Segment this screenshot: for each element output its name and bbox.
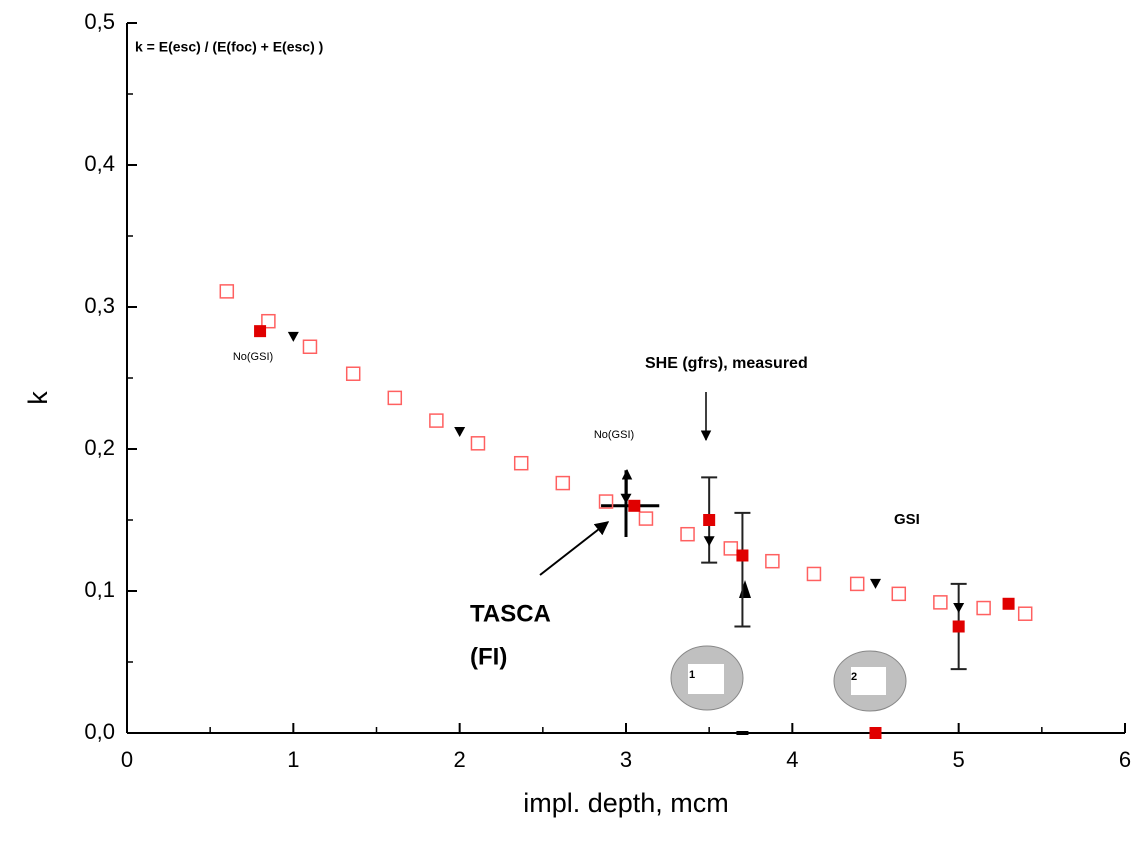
- square-marker: [952, 620, 965, 633]
- x-tick-label: 3: [620, 747, 632, 772]
- y-tick-label: 0,5: [84, 9, 115, 34]
- y-axis-label: k: [23, 391, 53, 405]
- annotation: TASCA: [470, 600, 551, 627]
- x-tick-label: 2: [454, 747, 466, 772]
- open-square-marker: [302, 339, 318, 355]
- open-square-marker: [765, 553, 780, 569]
- open-square-marker: [513, 455, 529, 471]
- square-marker: [628, 499, 641, 512]
- annotation: No(GSI): [233, 351, 273, 363]
- x-tick-label: 6: [1119, 747, 1131, 772]
- open-square-marker: [1017, 606, 1033, 621]
- open-square-marker: [976, 600, 991, 616]
- open-square-marker: [387, 390, 403, 406]
- triangle-marker: [953, 603, 965, 614]
- square-marker: [736, 549, 749, 562]
- open-square-marker: [891, 586, 907, 602]
- x-tick-label: 1: [287, 747, 299, 772]
- error-bar: [734, 511, 751, 628]
- open-square-marker: [219, 284, 235, 299]
- triangle-marker: [620, 493, 632, 504]
- y-tick-label: 0,4: [84, 151, 115, 176]
- y-tick-label: 0,0: [84, 719, 115, 744]
- open-square-marker: [723, 541, 739, 556]
- triangle-marker: [454, 426, 466, 437]
- square-marker: [869, 727, 882, 739]
- annotation: (FI): [470, 643, 507, 670]
- square-marker: [1002, 597, 1015, 610]
- square-marker: [254, 325, 267, 338]
- annotation: No(GSI): [594, 429, 634, 441]
- annotation: GSI: [894, 511, 920, 528]
- inset-box: [688, 664, 724, 694]
- x-tick-label: 5: [953, 747, 965, 772]
- x-tick-label: 0: [121, 747, 133, 772]
- open-square-marker: [680, 526, 695, 542]
- open-square-marker: [638, 511, 654, 526]
- square-marker: [703, 514, 716, 526]
- open-square-marker: [806, 566, 822, 582]
- open-square-marker: [598, 494, 614, 509]
- dash-marker: [736, 731, 749, 735]
- triangle-marker: [287, 331, 299, 342]
- annotation: k = E(esc) / (E(foc) + E(esc) ): [135, 39, 323, 55]
- triangle-marker: [703, 536, 715, 547]
- open-square-marker: [345, 366, 361, 381]
- axes: [126, 23, 1125, 734]
- annotation: SHE (gfrs), measured: [645, 355, 808, 372]
- annotation: 2: [851, 671, 857, 683]
- open-square-marker: [470, 436, 486, 451]
- x-axis-label: impl. depth, mcm: [523, 788, 729, 818]
- open-square-marker: [849, 576, 865, 592]
- open-square-marker: [933, 595, 948, 610]
- triangle-marker: [870, 578, 881, 589]
- arrow-head: [739, 580, 751, 598]
- open-square-marker: [555, 475, 571, 491]
- arrow: [539, 521, 610, 576]
- y-tick-label: 0,3: [84, 293, 115, 318]
- open-square-marker: [261, 313, 276, 329]
- inset-box: [851, 667, 886, 695]
- x-tick-label: 4: [786, 747, 798, 772]
- y-tick-label: 0,1: [84, 577, 115, 602]
- open-square-marker: [429, 413, 444, 428]
- y-tick-label: 0,2: [84, 435, 115, 460]
- annotation: 1: [689, 669, 695, 681]
